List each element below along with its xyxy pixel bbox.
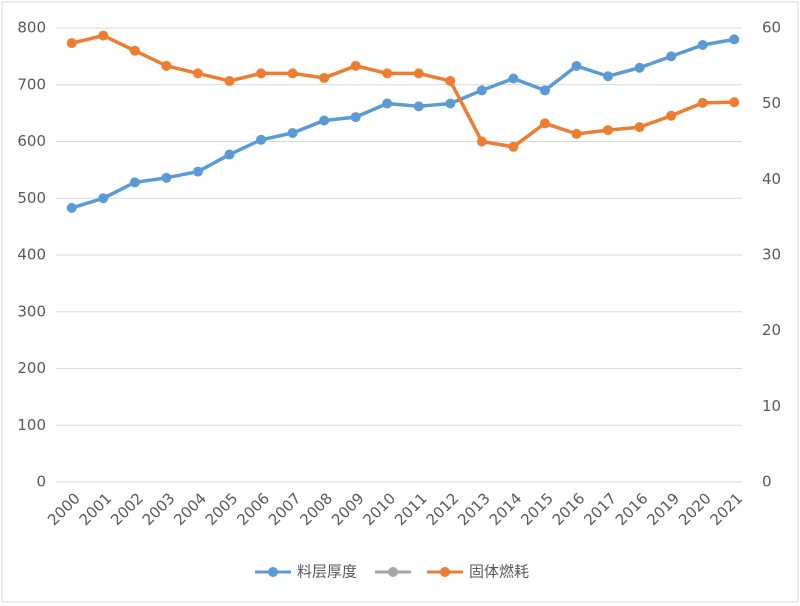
point-marker bbox=[382, 98, 393, 109]
point-marker bbox=[539, 85, 550, 96]
y2-tick-label: 0 bbox=[762, 473, 772, 491]
legend-marker bbox=[268, 567, 278, 577]
point-marker bbox=[256, 68, 267, 79]
y2-tick-label: 40 bbox=[762, 170, 781, 188]
point-marker bbox=[603, 125, 614, 136]
point-marker bbox=[476, 136, 487, 147]
point-marker bbox=[382, 68, 393, 79]
point-marker bbox=[603, 71, 614, 82]
point-marker bbox=[729, 34, 740, 45]
legend-label: 料层厚度 bbox=[297, 563, 357, 581]
point-marker bbox=[666, 110, 677, 121]
point-marker bbox=[287, 127, 298, 138]
point-marker bbox=[666, 51, 677, 62]
point-marker bbox=[697, 97, 708, 108]
y-tick-label: 600 bbox=[17, 132, 46, 150]
y-tick-label: 800 bbox=[17, 19, 46, 37]
y-tick-label: 300 bbox=[17, 302, 46, 320]
y-tick-label: 500 bbox=[17, 189, 46, 207]
point-marker bbox=[445, 75, 456, 86]
y2-tick-label: 20 bbox=[762, 321, 781, 339]
y-tick-label: 100 bbox=[17, 416, 46, 434]
point-marker bbox=[98, 30, 109, 41]
legend-marker bbox=[440, 567, 450, 577]
legend-label: 固体燃耗 bbox=[469, 563, 529, 581]
point-marker bbox=[445, 98, 456, 109]
point-marker bbox=[98, 193, 109, 204]
point-marker bbox=[319, 72, 330, 83]
y-tick-label: 400 bbox=[17, 246, 46, 264]
point-marker bbox=[129, 177, 140, 188]
point-marker bbox=[192, 68, 203, 79]
y2-tick-label: 10 bbox=[762, 397, 781, 415]
point-marker bbox=[539, 118, 550, 129]
point-marker bbox=[66, 38, 77, 49]
point-marker bbox=[476, 85, 487, 96]
point-marker bbox=[224, 75, 235, 86]
point-marker bbox=[729, 97, 740, 108]
y2-tick-label: 50 bbox=[762, 94, 781, 112]
point-marker bbox=[350, 60, 361, 71]
point-marker bbox=[161, 60, 172, 71]
point-marker bbox=[129, 45, 140, 56]
point-marker bbox=[508, 141, 519, 152]
point-marker bbox=[634, 62, 645, 73]
series-line bbox=[71, 33, 735, 149]
point-marker bbox=[697, 40, 708, 51]
point-marker bbox=[413, 68, 424, 79]
y-tick-label: 0 bbox=[36, 473, 46, 491]
point-marker bbox=[634, 122, 645, 133]
point-marker bbox=[508, 73, 519, 84]
point-marker bbox=[350, 112, 361, 123]
point-marker bbox=[66, 202, 77, 213]
point-marker bbox=[161, 172, 172, 183]
y-tick-label: 700 bbox=[17, 75, 46, 93]
point-marker bbox=[571, 128, 582, 139]
y-tick-label: 200 bbox=[17, 359, 46, 377]
point-marker bbox=[224, 149, 235, 160]
legend-marker bbox=[388, 567, 398, 577]
point-marker bbox=[413, 101, 424, 112]
point-marker bbox=[192, 166, 203, 177]
y2-tick-label: 30 bbox=[762, 246, 781, 264]
point-marker bbox=[256, 134, 267, 145]
point-marker bbox=[319, 115, 330, 126]
point-marker bbox=[287, 68, 298, 79]
series-line bbox=[71, 37, 735, 210]
y2-tick-label: 60 bbox=[762, 19, 781, 37]
point-marker bbox=[571, 61, 582, 72]
